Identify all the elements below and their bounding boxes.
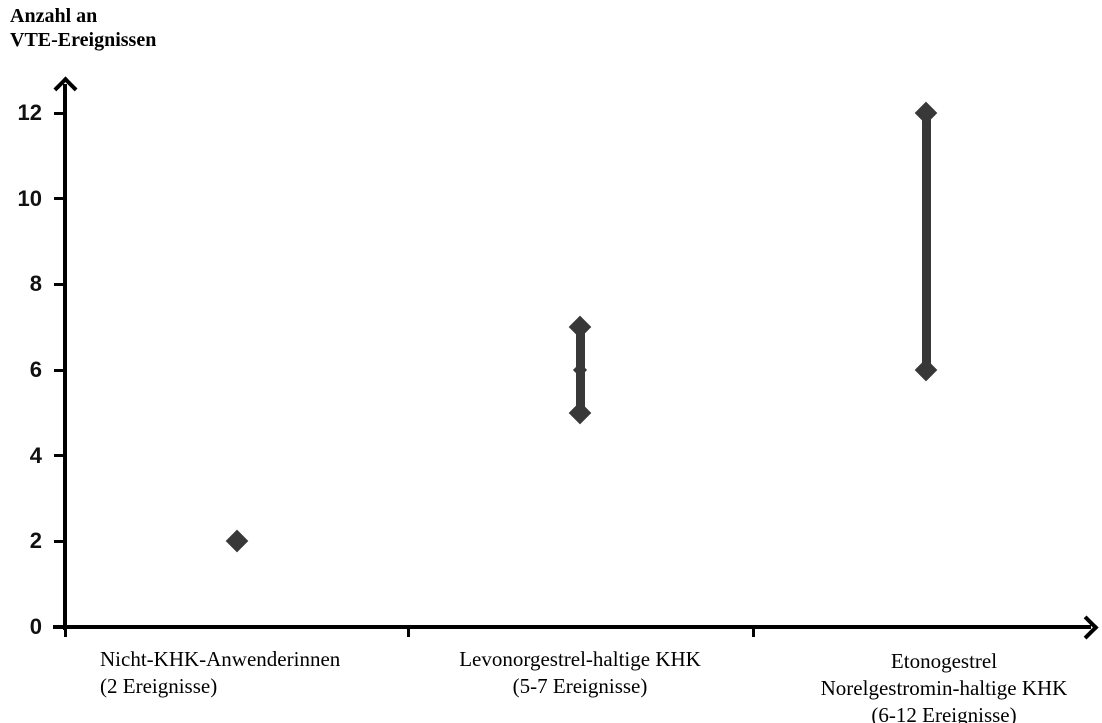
y-tick-mark-0 xyxy=(54,625,66,629)
diamond-marker xyxy=(568,315,592,339)
x-axis-arrow-icon xyxy=(1074,615,1099,640)
y-axis-title-line2: VTE-Ereignissen xyxy=(10,29,157,51)
y-tick-mark-4 xyxy=(54,454,66,458)
y-tick-label-4: 4 xyxy=(29,442,42,468)
category-label-line: (2 Ereignisse) xyxy=(100,674,218,698)
y-tick-label-2: 2 xyxy=(29,528,42,554)
y-tick-label-8: 8 xyxy=(29,271,42,297)
category-label-line: (5-7 Ereignisse) xyxy=(512,674,648,698)
diamond-marker xyxy=(914,101,938,125)
y-tick-label-12: 12 xyxy=(17,100,42,125)
range-bar xyxy=(921,113,931,370)
y-tick-label-0: 0 xyxy=(29,614,42,639)
category-label-line: Norelgestromin-haltige KHK xyxy=(820,676,1068,700)
y-axis-title-line1: Anzahl an xyxy=(10,5,98,27)
category-label-line: Etonogestrel xyxy=(890,649,998,673)
x-tick-mark-2 xyxy=(751,629,755,637)
y-axis-title: Anzahl an VTE-Ereignissen xyxy=(10,4,156,52)
x-axis-line xyxy=(53,625,1091,629)
category-label: Etonogestrel Norelgestromin-haltige KHK (6… xyxy=(794,648,1094,723)
y-axis-arrow-icon xyxy=(53,76,78,101)
y-tick-mark-2 xyxy=(54,539,66,543)
y-tick-mark-12 xyxy=(54,111,66,115)
diamond-marker xyxy=(914,358,938,382)
category-label-line: (6-12 Ereignisse) xyxy=(871,703,1017,723)
x-tick-mark-0 xyxy=(63,629,67,637)
y-tick-mark-10 xyxy=(54,197,66,201)
category-label: Nicht-KHK-Anwenderinnen (2 Ereignisse) xyxy=(100,646,430,700)
y-tick-mark-6 xyxy=(54,368,66,372)
diamond-marker xyxy=(568,401,592,425)
category-label: Levonorgestrel-haltige KHK (5-7 Ereigniss… xyxy=(420,646,740,700)
y-axis-line xyxy=(63,84,67,630)
y-tick-label-6: 6 xyxy=(29,357,42,382)
diamond-marker xyxy=(225,530,249,553)
category-label-line: Levonorgestrel-haltige KHK xyxy=(459,647,701,671)
y-tick-mark-8 xyxy=(54,282,66,286)
x-tick-mark-1 xyxy=(406,629,410,637)
y-tick-label-10: 10 xyxy=(17,185,42,211)
category-label-line: Nicht-KHK-Anwenderinnen xyxy=(100,647,341,671)
